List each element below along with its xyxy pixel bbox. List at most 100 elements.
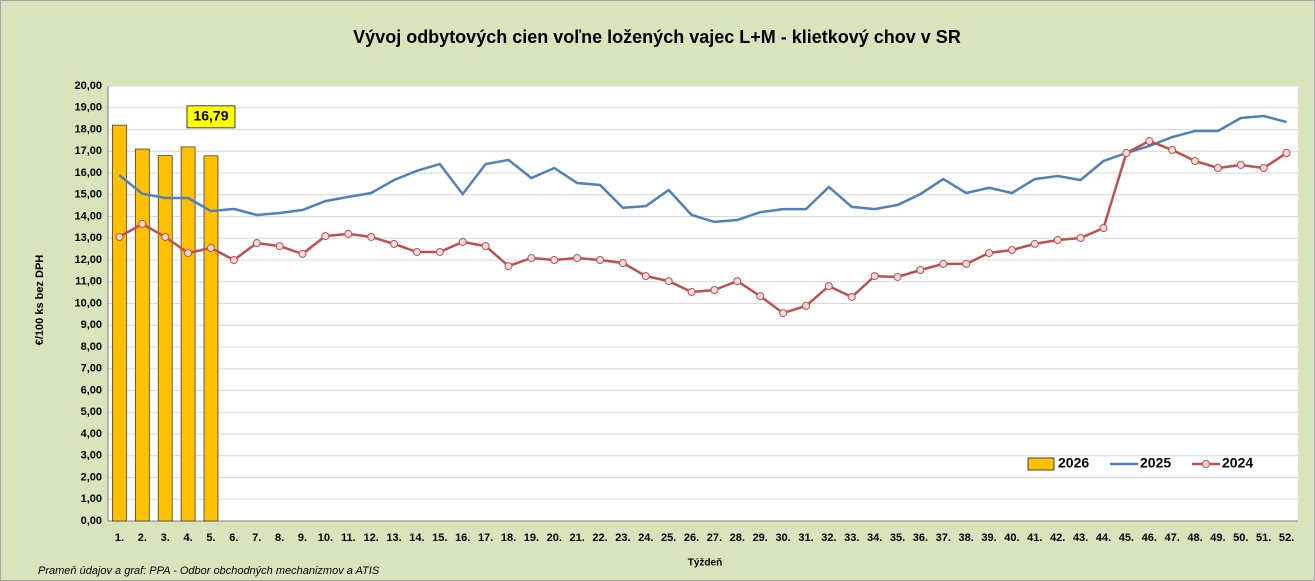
marker <box>756 292 765 301</box>
marker <box>252 239 261 248</box>
y-tick-label: 10,00 <box>74 297 102 309</box>
y-tick-label: 18,00 <box>74 123 102 135</box>
x-tick-label: 12. <box>364 532 379 544</box>
x-tick-label: 49. <box>1210 532 1225 544</box>
x-tick-label: 10. <box>318 532 333 544</box>
marker <box>870 272 879 281</box>
chart-title: Vývoj odbytových cien voľne ložených vaj… <box>353 27 961 47</box>
x-tick-label: 48. <box>1187 532 1202 544</box>
marker <box>504 262 513 271</box>
marker <box>527 254 536 263</box>
marker <box>1099 224 1108 233</box>
marker <box>321 232 330 241</box>
marker <box>229 256 238 264</box>
x-tick-label: 33. <box>844 532 859 544</box>
y-tick-label: 13,00 <box>74 232 102 244</box>
marker <box>390 239 399 248</box>
marker <box>939 259 948 268</box>
x-tick-label: 35. <box>890 532 905 544</box>
marker <box>1145 137 1154 146</box>
x-axis-label: Týždeň <box>688 558 722 569</box>
x-tick-label: 3. <box>161 532 170 544</box>
x-tick-label: 36. <box>913 532 928 544</box>
x-tick-label: 7. <box>252 532 261 544</box>
y-tick-label: 12,00 <box>74 254 102 266</box>
legend-label: 2024 <box>1222 455 1253 471</box>
marker <box>893 272 902 281</box>
x-tick-label: 42. <box>1050 532 1065 544</box>
marker <box>344 229 353 238</box>
x-tick-label: 34. <box>867 532 882 544</box>
x-tick-label: 8. <box>275 532 284 544</box>
marker <box>481 242 490 251</box>
x-tick-label: 15. <box>432 532 447 544</box>
x-tick-label: 2. <box>138 532 147 544</box>
bar <box>157 155 173 522</box>
marker <box>824 282 833 291</box>
legend-marker <box>1202 460 1210 468</box>
marker <box>847 292 856 301</box>
y-tick-label: 8,00 <box>81 341 102 353</box>
bar <box>180 146 196 522</box>
marker <box>916 266 925 275</box>
x-tick-label: 31. <box>798 532 813 544</box>
marker <box>1007 245 1016 254</box>
marker <box>1168 145 1177 154</box>
legend-label: 2026 <box>1058 455 1089 471</box>
marker <box>1213 163 1222 172</box>
y-tick-label: 2,00 <box>81 471 102 483</box>
x-tick-label: 37. <box>936 532 951 544</box>
marker <box>710 286 719 295</box>
y-tick-label: 3,00 <box>81 450 102 462</box>
marker <box>1282 148 1291 157</box>
x-tick-label: 26. <box>684 532 699 544</box>
y-tick-label: 11,00 <box>75 276 102 288</box>
bar <box>112 124 127 522</box>
x-tick-label: 47. <box>1164 532 1179 544</box>
marker <box>184 249 193 258</box>
x-tick-label: 20. <box>547 532 562 544</box>
marker <box>1053 235 1062 244</box>
y-tick-label: 4,00 <box>81 428 102 440</box>
marker <box>1236 160 1245 169</box>
marker <box>435 247 444 256</box>
x-tick-label: 22. <box>592 532 607 544</box>
y-tick-label: 6,00 <box>81 384 102 396</box>
x-tick-label: 40. <box>1004 532 1019 544</box>
marker <box>687 287 696 296</box>
x-tick-label: 30. <box>775 532 790 544</box>
x-tick-label: 41. <box>1027 532 1042 544</box>
y-tick-label: 1,00 <box>81 493 102 505</box>
marker <box>962 259 971 268</box>
value-label-box <box>186 105 236 129</box>
marker <box>985 249 994 258</box>
marker <box>1191 157 1200 166</box>
marker <box>115 232 124 241</box>
x-tick-label: 39. <box>981 532 996 544</box>
y-tick-label: 17,00 <box>74 145 102 157</box>
legend-swatch <box>1027 457 1055 471</box>
marker <box>1122 148 1131 157</box>
marker <box>573 254 582 263</box>
x-tick-label: 50. <box>1233 532 1248 544</box>
y-tick-label: 9,00 <box>81 319 102 331</box>
x-tick-label: 38. <box>959 532 974 544</box>
marker <box>779 309 788 318</box>
y-tick-label: 16,00 <box>74 167 102 179</box>
x-tick-label: 18. <box>501 532 516 544</box>
y-tick-label: 14,00 <box>74 210 102 222</box>
y-tick-label: 19,00 <box>74 102 102 114</box>
marker <box>618 259 627 268</box>
marker <box>1030 239 1039 248</box>
x-tick-label: 17. <box>478 532 493 544</box>
x-tick-label: 32. <box>821 532 836 544</box>
y-tick-label: 7,00 <box>81 363 102 375</box>
marker <box>550 256 559 264</box>
marker <box>458 237 467 246</box>
x-tick-label: 51. <box>1256 532 1271 544</box>
bar <box>134 148 150 522</box>
x-tick-label: 52. <box>1279 532 1294 544</box>
marker <box>733 277 742 286</box>
x-tick-label: 28. <box>730 532 745 544</box>
